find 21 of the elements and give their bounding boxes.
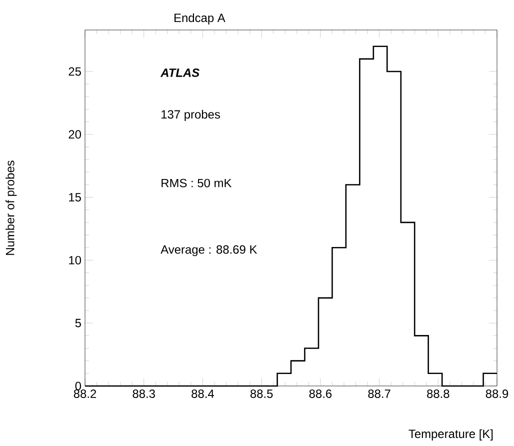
y-tick-label: 20 [68, 130, 82, 139]
x-tick-label: 88.5 [250, 390, 273, 398]
annotation: 137 probes [162, 110, 220, 121]
x-tick-label: 88.4 [192, 390, 214, 398]
annotation: RMS : 50 mK [162, 178, 232, 188]
y-axis-title: Number of probes [6, 160, 17, 255]
x-tick-label: 88.8 [427, 390, 450, 398]
x-axis-title: Temperature [K] [408, 429, 493, 440]
y-tick-label: 0 [75, 382, 82, 390]
x-tick-label: 88.2 [74, 390, 96, 398]
x-tick-label: 88.3 [132, 390, 155, 398]
annotation: ATLAS [160, 68, 200, 77]
y-tick-label: 5 [75, 318, 81, 328]
y-tick-label: 15 [69, 193, 81, 202]
annotation: Average : 88.69 K [160, 245, 258, 256]
y-tick-label: 25 [68, 67, 81, 76]
chart-title: Endcap A [174, 13, 226, 24]
y-tick-label: 10 [69, 256, 82, 264]
x-tick-label: 88.6 [309, 390, 332, 398]
x-tick-label: 88.9 [486, 390, 508, 398]
x-tick-label: 88.7 [368, 390, 390, 398]
